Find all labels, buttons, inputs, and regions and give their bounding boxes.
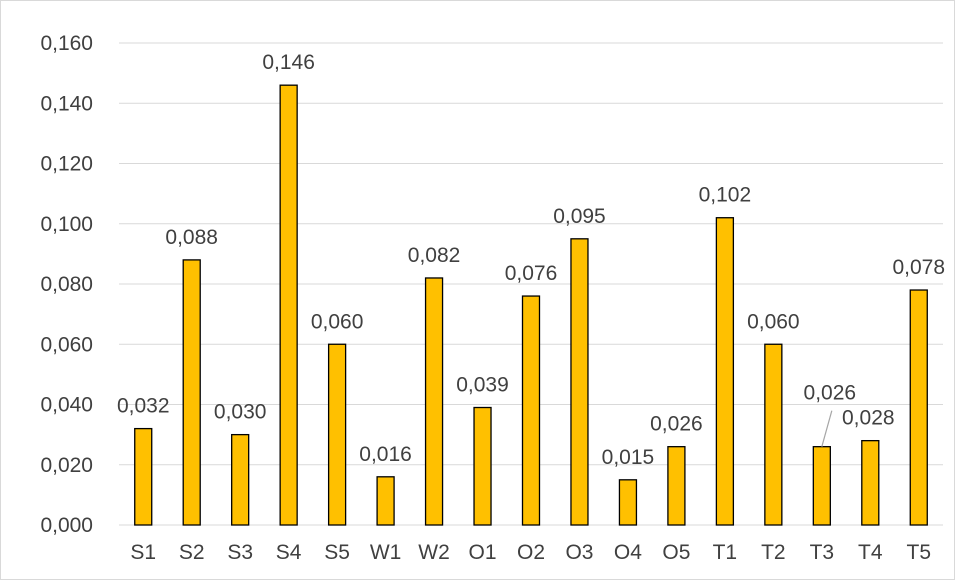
data-labels: 0,032 0,088 0,030 0,146 0,060 0,016 0,082 0,039… xyxy=(117,51,945,469)
x-tick-label-t2: T2 xyxy=(761,541,786,564)
gridlines xyxy=(119,42,943,526)
bar-t4 xyxy=(861,439,880,526)
data-label-t5: 0,078 xyxy=(892,256,945,279)
x-tick-label-s4: S4 xyxy=(276,541,302,564)
bars xyxy=(134,84,928,526)
data-label-t3: 0,026 xyxy=(804,382,857,405)
x-tick-label-s3: S3 xyxy=(227,541,253,564)
bar-o1 xyxy=(473,406,492,526)
leader-lines xyxy=(821,410,833,447)
x-tick-label-s5: S5 xyxy=(324,541,350,564)
y-tick-label: 0,080 xyxy=(40,273,93,296)
x-tick-label-o5: O5 xyxy=(662,541,690,564)
x-tick-label-o3: O3 xyxy=(565,541,593,564)
x-tick-label-w2: W2 xyxy=(418,541,450,564)
y-tick-label: 0,160 xyxy=(40,32,93,55)
x-tick-label-o1: O1 xyxy=(469,541,497,564)
data-label-o1: 0,039 xyxy=(456,374,509,397)
y-tick-label: 0,020 xyxy=(40,454,93,477)
data-label-t2: 0,060 xyxy=(747,310,800,333)
data-label-o2: 0,076 xyxy=(505,262,558,285)
data-label-w2: 0,082 xyxy=(408,244,461,267)
data-label-o4: 0,015 xyxy=(602,446,655,469)
data-label-t1: 0,102 xyxy=(699,184,752,207)
bar-s5 xyxy=(327,343,347,526)
y-tick-label: 0,140 xyxy=(40,92,93,115)
x-tick-label-o4: O4 xyxy=(614,541,642,564)
x-tick-label-t3: T3 xyxy=(810,541,835,564)
y-tick-label: 0,120 xyxy=(40,153,93,176)
data-label-t4: 0,028 xyxy=(842,407,895,430)
data-label-s5: 0,060 xyxy=(311,310,364,333)
bar-s1 xyxy=(134,427,153,526)
x-tick-label-t5: T5 xyxy=(907,541,932,564)
data-label-w1: 0,016 xyxy=(359,443,412,466)
bar-t2 xyxy=(764,343,783,526)
data-label-s2: 0,088 xyxy=(165,226,218,249)
x-axis-tick-labels: S1 S2 S3 S4 S5 W1 W2 O1 O2 O3 O4 O5 T1 T2 T3 T4 T5 xyxy=(130,541,931,564)
data-label-o5: 0,026 xyxy=(650,413,703,436)
bar-s4 xyxy=(279,84,298,526)
bar-o2 xyxy=(521,295,541,526)
x-tick-label-o2: O2 xyxy=(517,541,545,564)
x-tick-label-t1: T1 xyxy=(713,541,738,564)
leader-line-t3 xyxy=(821,410,833,447)
bar-s3 xyxy=(231,433,250,526)
bar-t1 xyxy=(715,217,735,526)
data-label-s1: 0,032 xyxy=(117,395,170,418)
bar-w2 xyxy=(424,277,444,526)
y-axis-tick-labels: 0,000 0,020 0,040 0,060 0,080 0,100 0,120 0,140… xyxy=(40,32,93,537)
x-tick-label-s1: S1 xyxy=(130,541,156,564)
bar-t5 xyxy=(909,289,928,526)
bar-t3 xyxy=(812,446,831,526)
bar-o4 xyxy=(618,479,638,526)
x-tick-label-w1: W1 xyxy=(370,541,402,564)
data-label-o3: 0,095 xyxy=(553,205,606,228)
y-tick-label: 0,000 xyxy=(40,514,93,537)
y-tick-label: 0,060 xyxy=(40,333,93,356)
y-tick-label: 0,040 xyxy=(40,394,93,417)
bar-w1 xyxy=(376,476,395,526)
data-label-s3: 0,030 xyxy=(214,401,267,424)
data-label-s4: 0,146 xyxy=(262,51,315,74)
x-tick-label-s2: S2 xyxy=(179,541,205,564)
bar-o5 xyxy=(667,446,686,526)
y-tick-label: 0,100 xyxy=(40,213,93,236)
x-tick-label-t4: T4 xyxy=(858,541,883,564)
bar-o3 xyxy=(570,238,589,526)
bar-s2 xyxy=(182,259,201,526)
